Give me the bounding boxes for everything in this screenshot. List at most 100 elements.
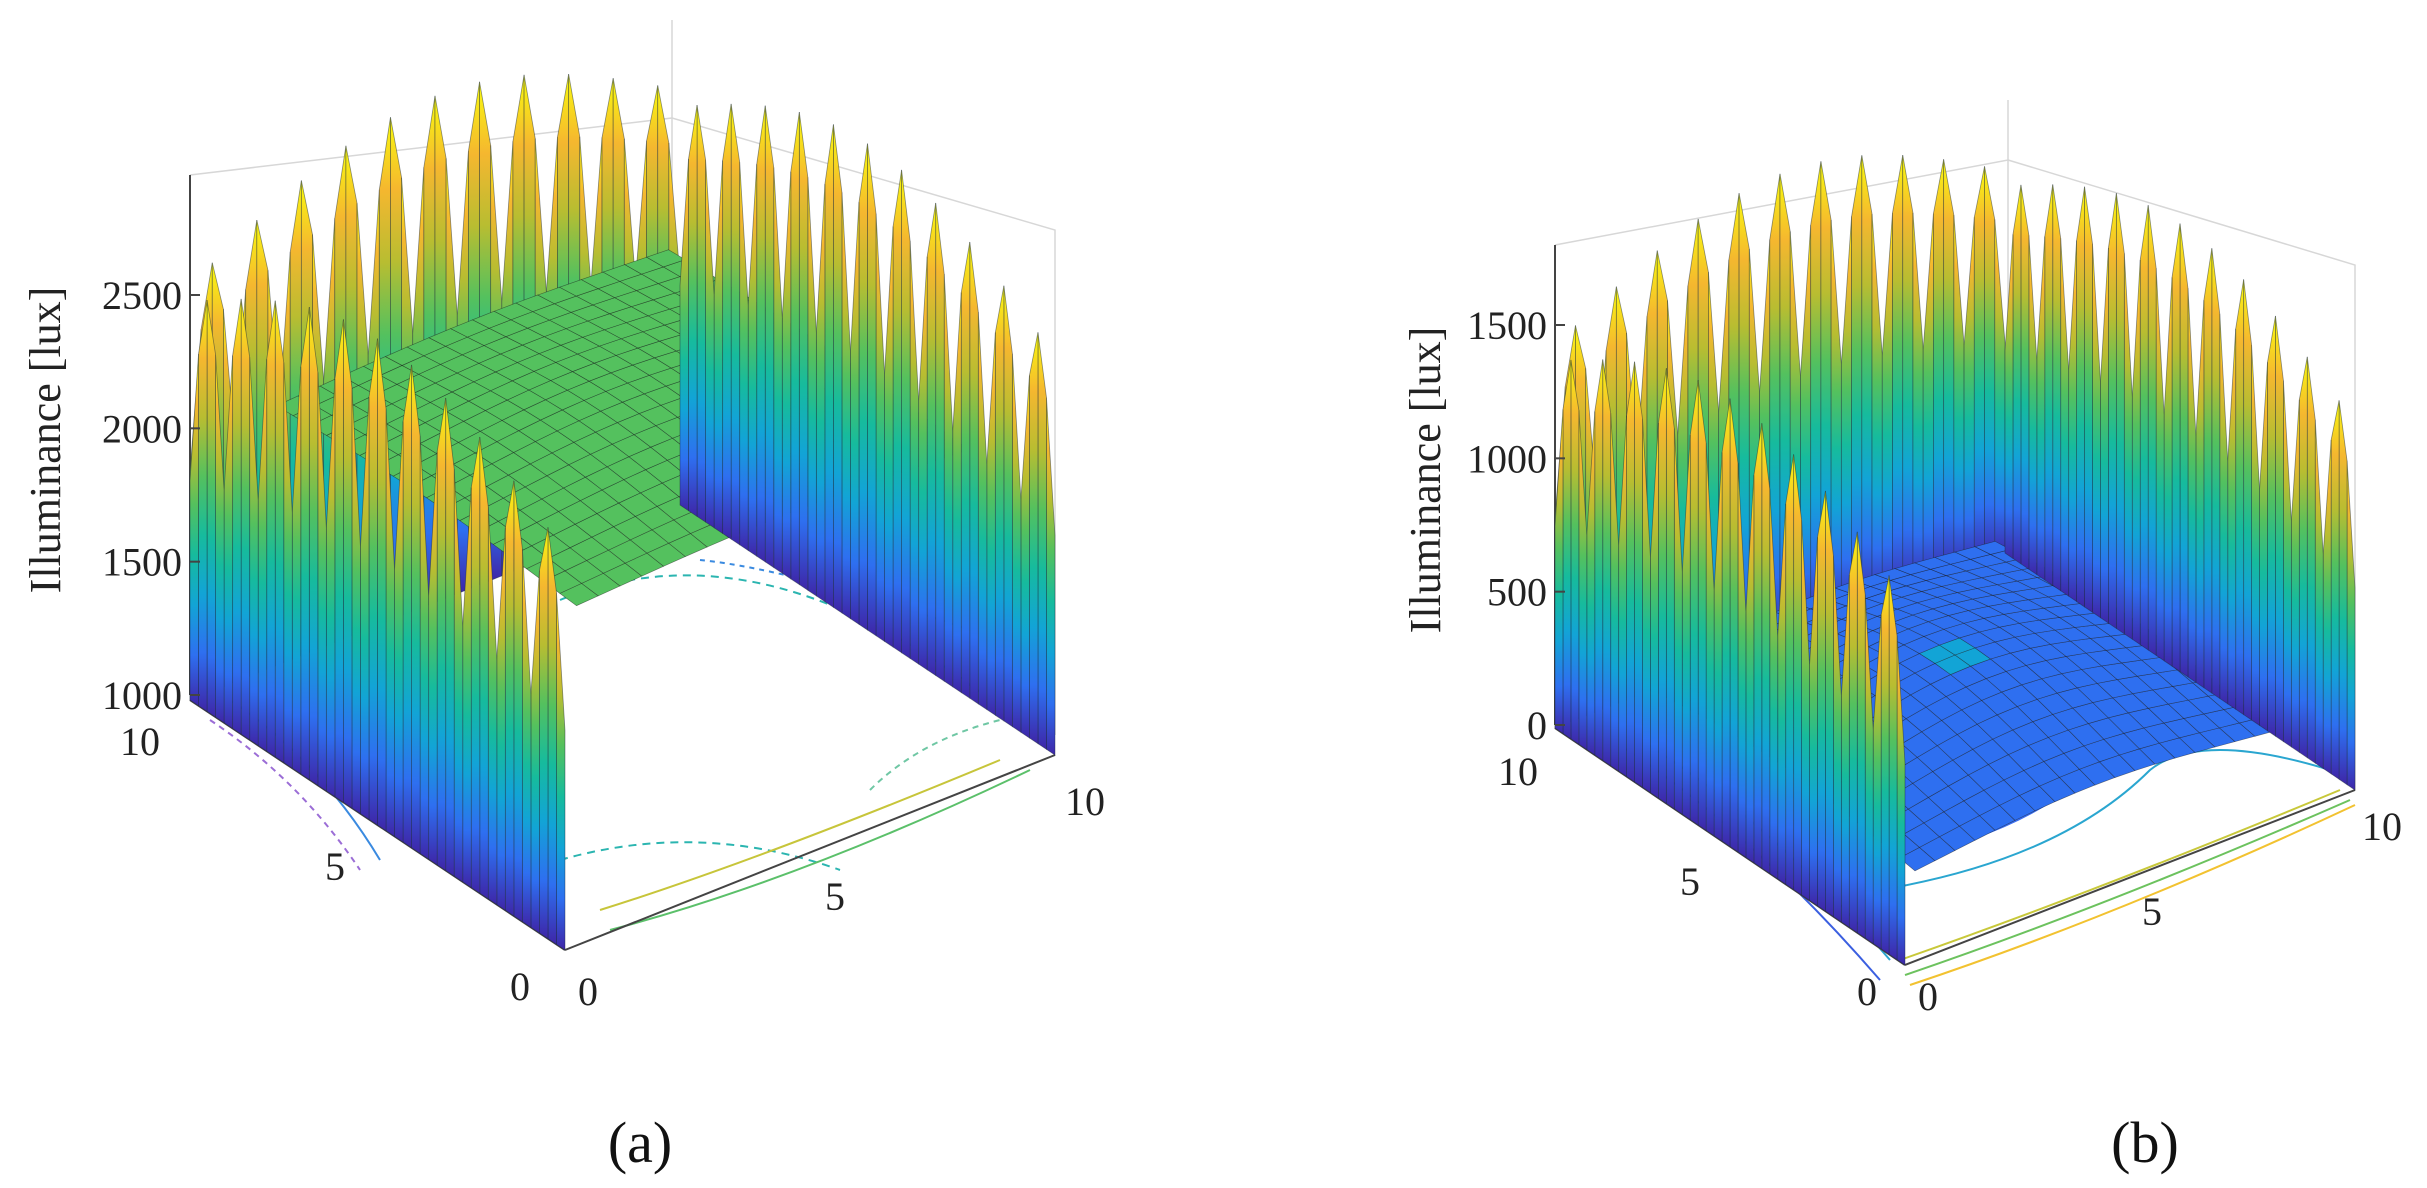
chart-a-wall-right-seg [901, 169, 911, 660]
chart-a-wall-right-seg [986, 332, 996, 716]
chart-a-wall-right-seg [1029, 332, 1039, 745]
chart-b-wall-right-seg [2163, 277, 2173, 667]
chart-a-wall-right-seg [739, 162, 749, 552]
chart-a: 1000 1500 2000 2500 10 5 0 0 5 10 Illuminan… [21, 20, 1105, 1175]
chart-a-surface [189, 74, 1056, 951]
chart-b-wall-right-seg [2330, 400, 2340, 780]
chart-b-wall-right-seg [2283, 380, 2292, 748]
chart-a-wall-right-seg [1037, 332, 1047, 751]
chart-a-wall-right-seg [858, 143, 868, 631]
chart-b-wall-front-seg [1817, 490, 1826, 912]
chart-a-wall-right-seg [722, 103, 732, 540]
chart-a-wall-right-seg [892, 169, 902, 654]
chart-b-wall-back-seg [1984, 166, 1996, 562]
chart-a-wall-right-seg [1011, 353, 1022, 734]
chart-a-ztick-2000: 2000 [102, 406, 182, 451]
chart-a-wall-right-seg [918, 256, 928, 671]
chart-b-wall-front-seg [1665, 368, 1675, 810]
chart-a-ztick-2500: 2500 [102, 273, 182, 318]
chart-b-ztick-0: 0 [1527, 703, 1547, 748]
chart-a-ztick-1000: 1000 [102, 673, 182, 718]
chart-b-wall-right-seg [2187, 288, 2197, 684]
chart-a-wall-right-seg [798, 111, 809, 591]
chart-b-ztick-1500: 1500 [1467, 303, 1547, 348]
chart-a-wall-front-seg [411, 364, 421, 855]
chart-a-wall-right-seg [850, 202, 860, 626]
chart-b-wall-back-seg [1943, 159, 1955, 578]
chart-b-wall-right-seg [2028, 235, 2038, 576]
chart-a-wall-front-seg [556, 592, 566, 951]
chart-a-zticks: 1000 1500 2000 2500 [102, 273, 200, 718]
chart-b-wall-front-seg [1554, 409, 1564, 735]
chart-b-ytick-0: 0 [1857, 969, 1877, 1014]
chart-a-wall-right-seg [952, 292, 962, 694]
chart-b-ytick-5: 5 [1680, 859, 1700, 904]
chart-b-wall-front-seg [1626, 361, 1635, 783]
chart-b-wall-front-seg [1753, 423, 1763, 869]
chart-a-wall-right-seg [884, 226, 894, 648]
chart-b-wall-back-seg [1933, 159, 1945, 582]
chart-b-wall-right-seg [2298, 356, 2308, 759]
chart-b-wall-front-seg [1562, 359, 1572, 740]
chart-b-wall-back-seg [1892, 155, 1904, 598]
chart-a-wall-front-seg [436, 397, 447, 872]
chart-a-wall-right-seg [1046, 397, 1056, 756]
chart-a-wall-right-seg [926, 202, 937, 677]
chart-a-wall-front-seg [266, 300, 276, 758]
chart-b-wall-right-seg [2100, 248, 2109, 624]
chart-b-wall-right-seg [2346, 460, 2356, 791]
chart-b-wall-back-seg [1922, 213, 1934, 586]
chart-b-wall-right-seg [2020, 184, 2030, 570]
chart-b-wall-front-seg [1880, 575, 1890, 955]
chart-b-wall-front-seg [1689, 380, 1699, 826]
chart-a-wall-right-seg [815, 184, 826, 603]
chart-a-wall-front-seg [232, 298, 242, 735]
chart-a-wall-front-seg [300, 306, 310, 781]
chart-a-wall-front-seg [470, 436, 481, 894]
chart-b-plateau-cell [1974, 540, 2012, 555]
chart-a-wall-front-seg [240, 298, 251, 741]
chart-a-wall-right-seg [756, 105, 766, 563]
chart-b-wall-right-seg [2243, 279, 2252, 721]
chart-b-surface [1554, 155, 2356, 966]
chart-b-wall-right-seg [2171, 223, 2181, 673]
chart-a-wall-front-seg [513, 480, 523, 923]
chart-a-wall-front-seg [521, 548, 532, 929]
chart-b-wall-right-seg [2076, 186, 2085, 608]
chart-a-wall-front-seg [402, 364, 412, 849]
chart-b-wall-right-seg [2092, 243, 2101, 619]
chart-b-wall-right-seg [2084, 186, 2093, 614]
chart-b-wall-right-seg [2012, 184, 2022, 565]
chart-a-panel-label: (a) [608, 1110, 672, 1175]
chart-a-wall-right-seg [730, 103, 741, 546]
chart-a-wall-front-seg [368, 338, 378, 826]
chart-b-wall-right-seg [2290, 399, 2300, 754]
chart-a-wall-front-seg [189, 353, 199, 707]
chart-a-wall-front-seg [274, 300, 285, 764]
chart-a-wall-right-seg [969, 241, 979, 705]
chart-b-wall-right-seg [2251, 344, 2260, 727]
chart-b-axis-x [1904, 789, 2356, 966]
chart-a-wall-right-seg [773, 167, 783, 574]
chart-a-wall-right-seg [696, 104, 706, 523]
chart-b-xtick-5: 5 [2142, 889, 2162, 934]
chart-a-wall-front-seg [377, 338, 387, 832]
chart-b-xtick-10: 10 [2362, 804, 2402, 849]
chart-a-zlabel: Illuminance [lux] [21, 287, 70, 594]
chart-b-wall-right-seg [2195, 300, 2205, 689]
chart-b-wall-right-seg [2267, 315, 2276, 737]
chart-b-wall-right-seg [2179, 223, 2189, 678]
chart-b-ztick-1000: 1000 [1467, 436, 1547, 481]
chart-a-wall-right-seg [781, 171, 792, 580]
chart-a-wall-right-seg [909, 240, 920, 665]
chart-b-wall-right-seg [2219, 313, 2229, 705]
chart-b-xtick-0: 0 [1918, 974, 1938, 1019]
chart-a-wall-right-seg [824, 124, 834, 609]
chart-a-wall-front-seg [445, 397, 455, 877]
chart-a-wall-front-seg [334, 319, 344, 804]
chart-b-wall-right-seg [2306, 356, 2316, 764]
chart-b-wall-right-seg [2147, 205, 2157, 657]
chart-a-wall-right-seg [867, 143, 877, 637]
chart-b-wall-right-seg [2235, 279, 2245, 716]
chart-a-wall-front-seg [504, 480, 515, 917]
